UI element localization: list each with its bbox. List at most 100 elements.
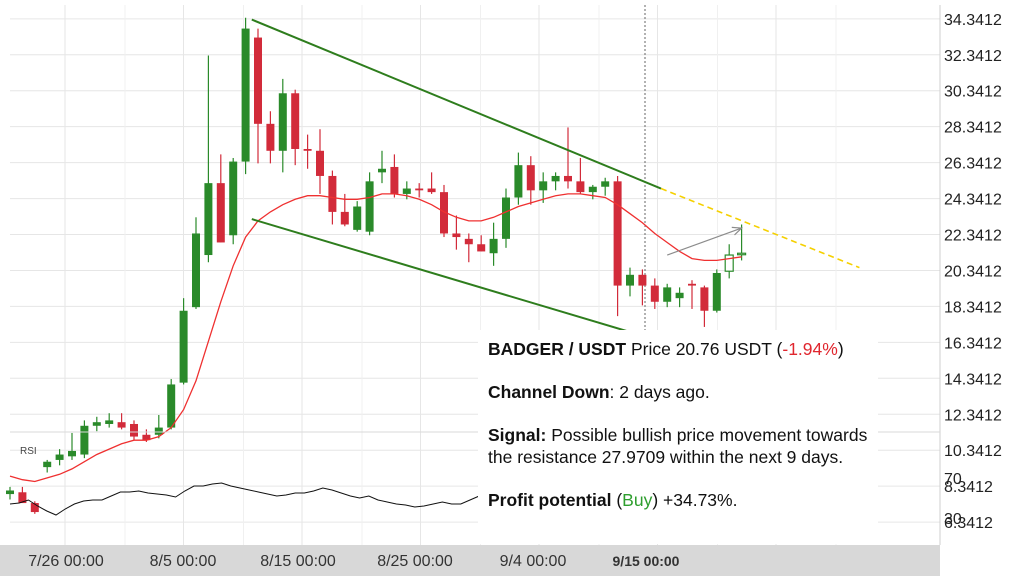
pair-name: BADGER / USDT bbox=[488, 339, 627, 359]
price-tick-label: 24.3412 bbox=[944, 192, 1002, 209]
candle-body bbox=[105, 420, 114, 424]
candle bbox=[663, 283, 672, 308]
candle bbox=[117, 413, 126, 430]
candle bbox=[601, 177, 610, 196]
candle-body bbox=[502, 197, 510, 239]
candle-body bbox=[340, 211, 349, 225]
price-tick-label: 14.3412 bbox=[944, 371, 1002, 388]
time-tick-label: 8/15 00:00 bbox=[260, 553, 336, 570]
profit-line: Profit potential (Buy) +34.73%. bbox=[488, 489, 878, 511]
candle-body bbox=[638, 274, 647, 286]
candle-body bbox=[291, 93, 300, 149]
candle bbox=[92, 416, 101, 432]
candle-body bbox=[68, 450, 76, 457]
candle-body bbox=[736, 252, 747, 256]
candle-body bbox=[365, 181, 374, 232]
candle bbox=[30, 501, 39, 514]
candle-body bbox=[92, 422, 101, 426]
profit-label: Profit potential bbox=[488, 490, 612, 510]
candle-body bbox=[6, 490, 14, 495]
candle bbox=[638, 269, 647, 306]
price-tick-label: 18.3412 bbox=[944, 299, 1002, 316]
candle-body bbox=[526, 165, 535, 191]
candle-body bbox=[489, 238, 498, 254]
candle bbox=[192, 217, 200, 309]
candle bbox=[316, 129, 324, 194]
time-tick-label: 9/15 00:00 bbox=[613, 553, 680, 569]
candle-body bbox=[30, 503, 39, 513]
candle bbox=[440, 184, 448, 238]
candle bbox=[712, 269, 721, 313]
candle-body bbox=[241, 28, 250, 162]
candle-body bbox=[588, 186, 597, 193]
candlestick-series bbox=[6, 17, 747, 514]
candle-body bbox=[130, 423, 138, 437]
moving-average-line bbox=[9, 193, 742, 483]
candle-body bbox=[266, 123, 275, 151]
candle-body bbox=[539, 181, 548, 191]
candle-body bbox=[316, 150, 324, 176]
price-tick-label: 12.3412 bbox=[944, 407, 1002, 424]
profit-value: +34.73%. bbox=[663, 490, 738, 510]
arrow-shaft bbox=[666, 227, 742, 256]
time-axis-bar bbox=[0, 545, 940, 576]
price-value: 20.76 USDT bbox=[675, 339, 772, 359]
candle bbox=[526, 156, 535, 205]
candle-body bbox=[192, 233, 200, 308]
rsi-tick-label: 30 bbox=[944, 511, 962, 528]
candle-body bbox=[650, 285, 659, 302]
candle-body bbox=[514, 165, 523, 198]
price-tick-label: 20.3412 bbox=[944, 263, 1002, 280]
candle-body bbox=[724, 254, 734, 272]
price-tick-label: 26.3412 bbox=[944, 156, 1002, 173]
candle bbox=[303, 134, 312, 169]
candle bbox=[390, 154, 399, 198]
channel-down-lines bbox=[251, 18, 662, 343]
candle bbox=[365, 172, 374, 236]
candle bbox=[427, 172, 436, 194]
candle bbox=[353, 201, 362, 232]
time-tick-label: 8/25 00:00 bbox=[377, 553, 453, 570]
candle bbox=[613, 175, 622, 317]
signal-label: Signal: bbox=[488, 425, 547, 445]
rsi-line bbox=[9, 482, 480, 516]
price-tick-label: 34.3412 bbox=[944, 12, 1002, 29]
candle-body bbox=[613, 181, 622, 286]
pattern-name: Channel Down bbox=[488, 382, 610, 402]
candle bbox=[700, 285, 709, 327]
price-label: Price bbox=[630, 339, 671, 359]
candle bbox=[80, 420, 89, 459]
candle-body bbox=[278, 93, 287, 151]
candle-body bbox=[564, 175, 572, 182]
candle-body bbox=[80, 425, 89, 455]
candle bbox=[724, 244, 734, 279]
candle-body bbox=[303, 148, 312, 151]
candle-body bbox=[415, 188, 424, 191]
candle bbox=[291, 89, 300, 166]
candle bbox=[105, 413, 114, 428]
candle-body bbox=[452, 233, 461, 238]
candle bbox=[130, 420, 138, 441]
time-axis: 7/26 00:00 8/5 00:00 8/15 00:00 8/25 00:00 9… bbox=[28, 553, 679, 570]
candle bbox=[216, 154, 225, 243]
candle-body bbox=[328, 175, 337, 212]
candle bbox=[576, 157, 585, 194]
rsi-tick-label: 70 bbox=[944, 471, 962, 488]
candle bbox=[464, 233, 473, 263]
pattern-text: : 2 days ago. bbox=[609, 382, 710, 402]
candle-body bbox=[142, 434, 151, 441]
candle bbox=[154, 414, 163, 439]
price-tick-label: 28.3412 bbox=[944, 120, 1002, 137]
candle bbox=[539, 172, 548, 203]
candle-body bbox=[204, 183, 213, 256]
candle bbox=[254, 28, 262, 164]
candle-body bbox=[179, 310, 188, 383]
price-tick-label: 30.3412 bbox=[944, 84, 1002, 101]
channel-upper-line bbox=[251, 18, 662, 190]
price-line: BADGER / USDT Price 20.76 USDT (-1.94%) bbox=[488, 338, 878, 360]
candle bbox=[588, 184, 597, 200]
candle bbox=[736, 224, 747, 261]
candle bbox=[6, 486, 14, 500]
candle bbox=[241, 17, 250, 175]
candle-body bbox=[601, 181, 610, 187]
